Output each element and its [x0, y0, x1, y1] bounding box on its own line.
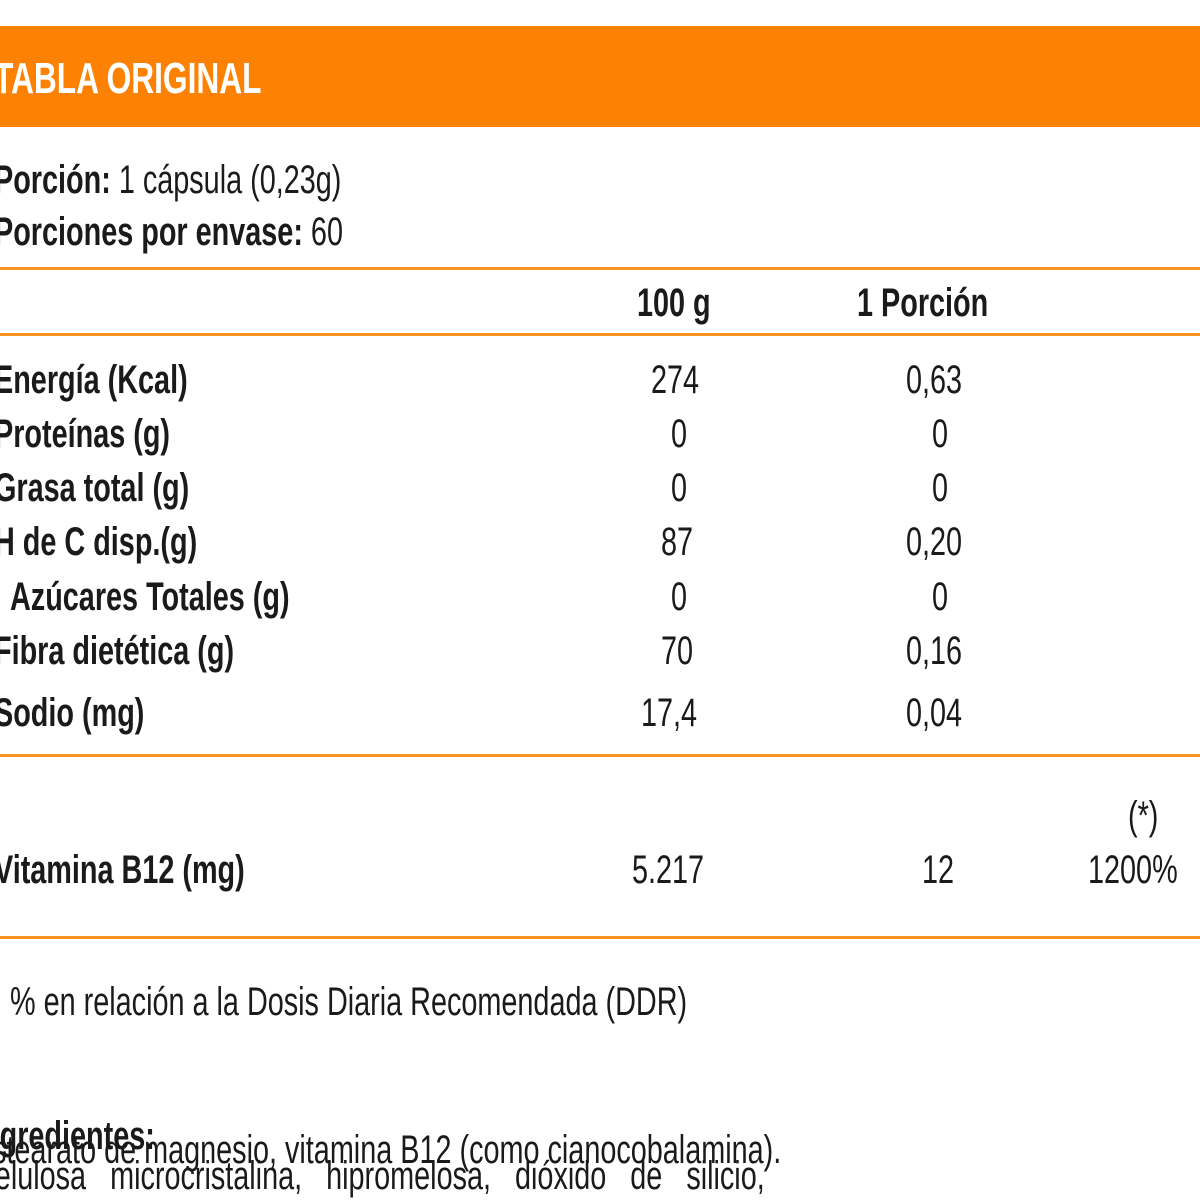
- page-title: TABLA ORIGINAL: [0, 54, 262, 103]
- row-per100: 0: [671, 466, 688, 510]
- divider: [0, 936, 1200, 939]
- row-perportion: 0,20: [906, 520, 963, 564]
- title-banner: [0, 26, 1200, 127]
- row-name: H de C disp.(g): [0, 520, 198, 564]
- divider: [0, 754, 1200, 757]
- row-perportion: 0,16: [906, 629, 963, 673]
- ingredients-line-1: Ingredientes: Celulosa microcristalina, …: [0, 1076, 765, 1196]
- row-per100: 274: [651, 358, 700, 402]
- row-name: Grasa total (g): [0, 466, 190, 510]
- portion-line: Porción: 1 cápsula (0,23g): [0, 160, 341, 200]
- row-perportion: 0,63: [906, 358, 963, 402]
- portion-label: Porción:: [0, 158, 111, 202]
- ddr-footnote: % en relación a la Dosis Diaria Recomend…: [10, 980, 688, 1024]
- row-per100: 0: [671, 575, 688, 619]
- ingredients-label: Ingredientes:: [0, 1114, 155, 1158]
- row-perportion: 0: [932, 466, 949, 510]
- ingredients-line-2: estearato de magnesio, vitamina B12 (com…: [0, 1128, 782, 1172]
- row-perportion: 0,04: [906, 691, 963, 735]
- row-name: Fibra dietética (g): [0, 629, 235, 673]
- row-name: Energía (Kcal): [0, 358, 188, 402]
- row-name: Azúcares Totales (g): [10, 575, 290, 619]
- divider: [0, 333, 1200, 336]
- portion-value: 1 cápsula (0,23g): [118, 158, 342, 202]
- row-perportion: 0: [932, 575, 949, 619]
- divider: [0, 267, 1200, 270]
- vitamin-per100: 5.217: [632, 848, 705, 892]
- vitamin-ddr: 1200%: [1088, 848, 1178, 892]
- row-perportion: 0: [932, 412, 949, 456]
- servings-label: Porciones por envase:: [0, 210, 303, 254]
- row-per100: 17,4: [641, 691, 698, 735]
- vitamin-name: Vitamina B12 (mg): [0, 848, 245, 892]
- row-per100: 70: [661, 629, 694, 673]
- row-per100: 0: [671, 412, 688, 456]
- servings-per-container-line: Porciones por envase: 60: [0, 212, 343, 252]
- row-per100: 87: [661, 520, 694, 564]
- column-header-100g: 100 g: [637, 281, 711, 325]
- ddr-marker: (*): [1128, 794, 1159, 838]
- servings-value: 60: [310, 210, 343, 254]
- column-header-portion: 1 Porción: [857, 281, 989, 325]
- row-name: Sodio (mg): [0, 691, 145, 735]
- vitamin-perportion: 12: [922, 848, 955, 892]
- ingredients-text-1: Celulosa microcristalina, hipromelosa, d…: [0, 1154, 765, 1198]
- row-name: Proteínas (g): [0, 412, 171, 456]
